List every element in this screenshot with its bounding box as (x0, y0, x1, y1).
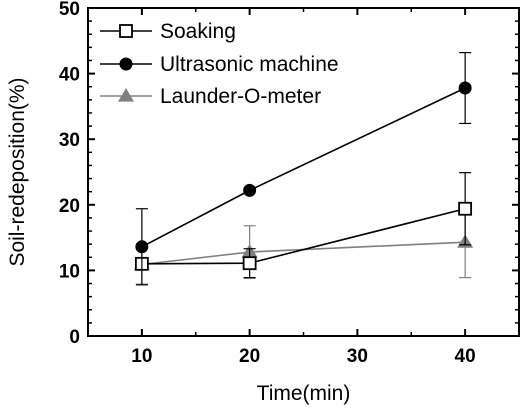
legend-label: Launder-O-meter (160, 85, 321, 108)
data-point (458, 201, 473, 216)
series-line (141, 87, 466, 248)
x-axis-title: Time(min) (257, 382, 351, 405)
y-tick-label: 20 (59, 196, 80, 217)
series-layer (133, 52, 474, 286)
legend: Soaking Ultrasonic machine Launder-O-meter (100, 20, 339, 108)
y-tick-label: 30 (59, 130, 80, 151)
x-tick-label: 40 (455, 346, 476, 367)
legend-marker (119, 24, 133, 38)
y-axis-ticks: 0 10 20 30 40 50 (59, 0, 519, 348)
legend-label: Ultrasonic machine (160, 53, 339, 76)
y-tick-label: 0 (69, 327, 80, 348)
legend-marker (118, 88, 134, 102)
y-tick-label: 50 (59, 0, 80, 20)
x-axis-ticks: 10 20 30 40 (87, 8, 520, 367)
x-tick-label: 30 (347, 346, 368, 367)
legend-label: Soaking (160, 20, 236, 43)
series-line (141, 207, 466, 265)
legend-marker (119, 57, 133, 71)
series-launder-o-meter (133, 206, 474, 285)
x-tick-label: 20 (239, 346, 260, 367)
y-tick-label: 40 (59, 65, 80, 86)
data-point (458, 81, 472, 95)
data-point (243, 183, 257, 197)
y-axis-title: Soil-redeposition(%) (6, 77, 29, 266)
series-line (141, 241, 466, 266)
y-tick-label: 10 (59, 261, 80, 282)
series-ultrasonic-machine (135, 52, 472, 286)
data-point (135, 240, 149, 254)
x-tick-label: 10 (131, 346, 152, 367)
series-soaking (134, 172, 473, 279)
data-point (242, 256, 257, 271)
